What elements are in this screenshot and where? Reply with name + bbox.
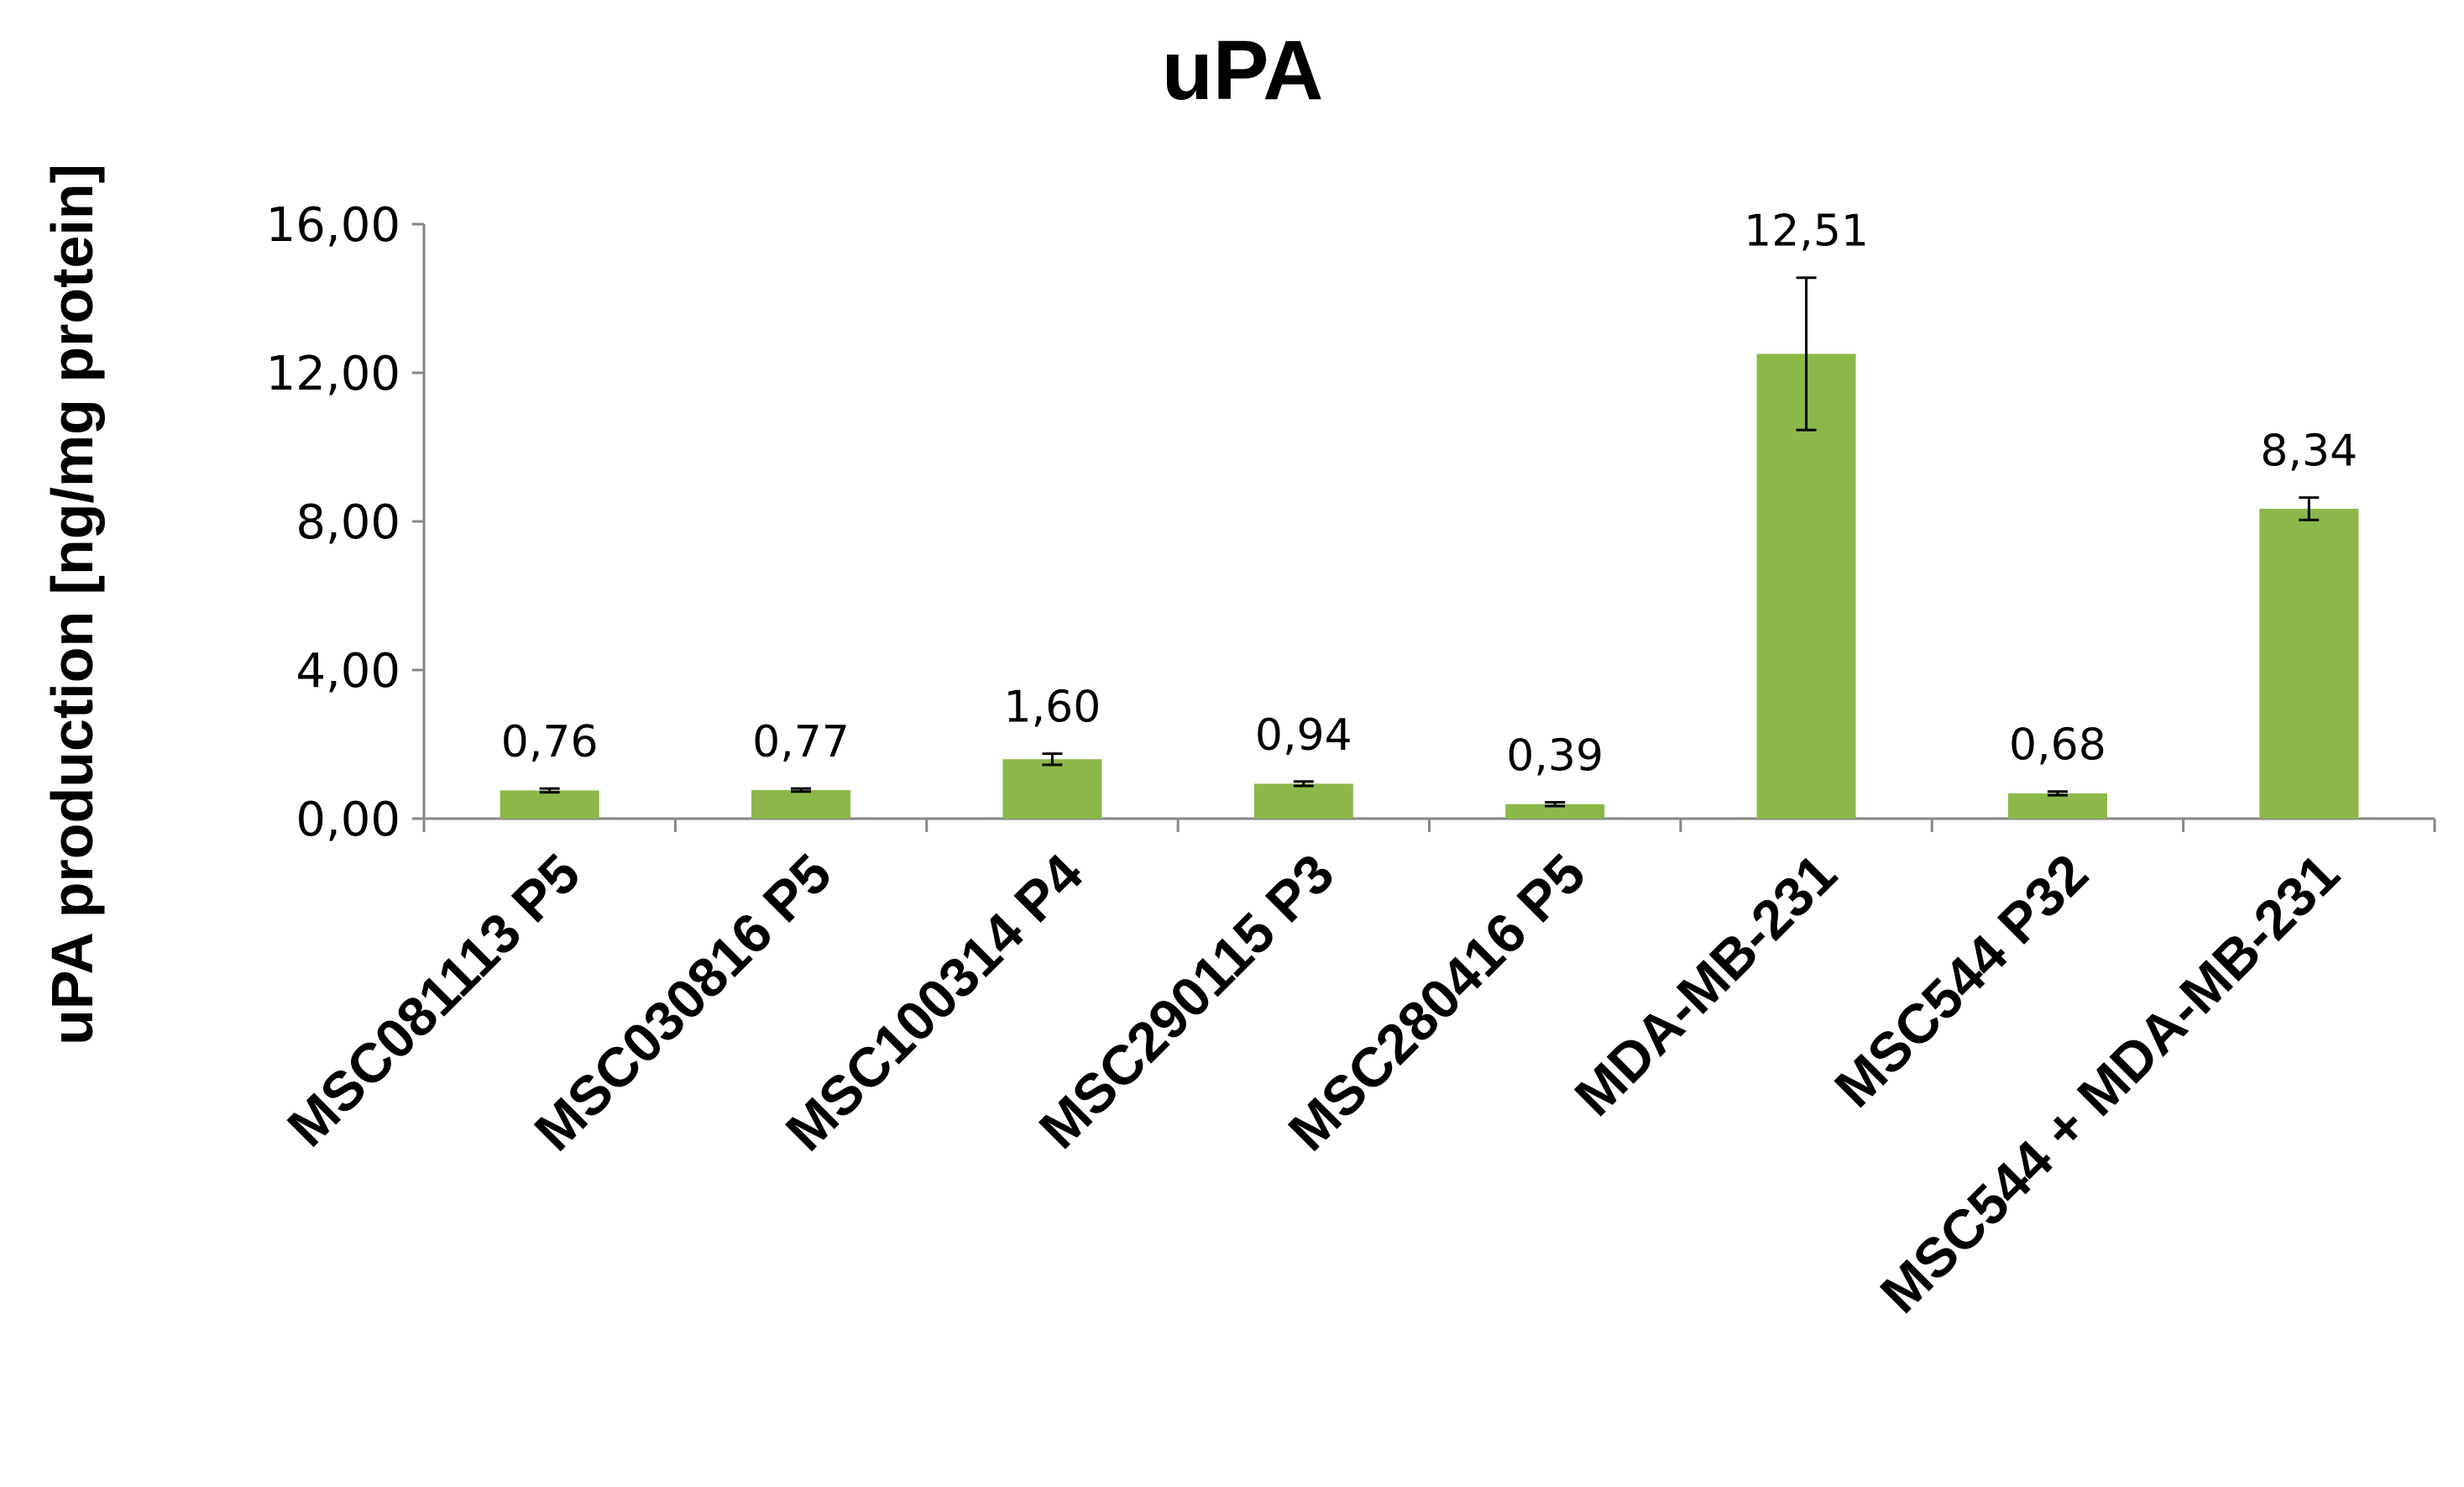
data-label: 1,60	[1004, 683, 1101, 733]
bar	[1756, 353, 1856, 819]
bar	[1253, 783, 1353, 819]
bar	[2007, 793, 2107, 819]
bar-group: 12,51 MDA-MB-231	[1562, 207, 1869, 1128]
data-label: 0,76	[501, 717, 599, 767]
bar	[1002, 759, 1102, 819]
data-label: 0,39	[1506, 731, 1603, 782]
bar	[1505, 804, 1605, 819]
bar-group: 0,68 MSC544 P32	[1823, 720, 2107, 1119]
data-label: 0,77	[752, 717, 850, 767]
axes: 0,00 4,00 8,00 12,00 16,00	[266, 198, 2436, 847]
bar	[751, 789, 851, 819]
x-tick-label: MSC544 P32	[1823, 842, 2100, 1119]
data-label: 0,94	[1255, 710, 1352, 761]
y-tick-label: 16,00	[266, 198, 400, 253]
bar	[2259, 508, 2359, 819]
x-tick-label: MSC544 + MDA-MB-231	[1868, 842, 2351, 1325]
data-label: 0,68	[2009, 720, 2106, 771]
bar	[500, 790, 599, 819]
x-tick-label: MDA-MB-231	[1562, 842, 1848, 1128]
y-tick-label: 12,00	[266, 347, 400, 401]
y-tick-label: 0,00	[296, 793, 400, 847]
chart-title: uPA	[1162, 24, 1324, 118]
bar-group: 8,34 MSC544 + MDA-MB-231	[1868, 427, 2359, 1325]
data-label: 8,34	[2260, 427, 2357, 477]
y-tick-label: 8,00	[296, 495, 400, 550]
data-label: 12,51	[1744, 207, 1869, 257]
y-axis-label: uPA production [ng/mg protein]	[39, 164, 105, 1045]
y-tick-label: 4,00	[296, 644, 400, 699]
